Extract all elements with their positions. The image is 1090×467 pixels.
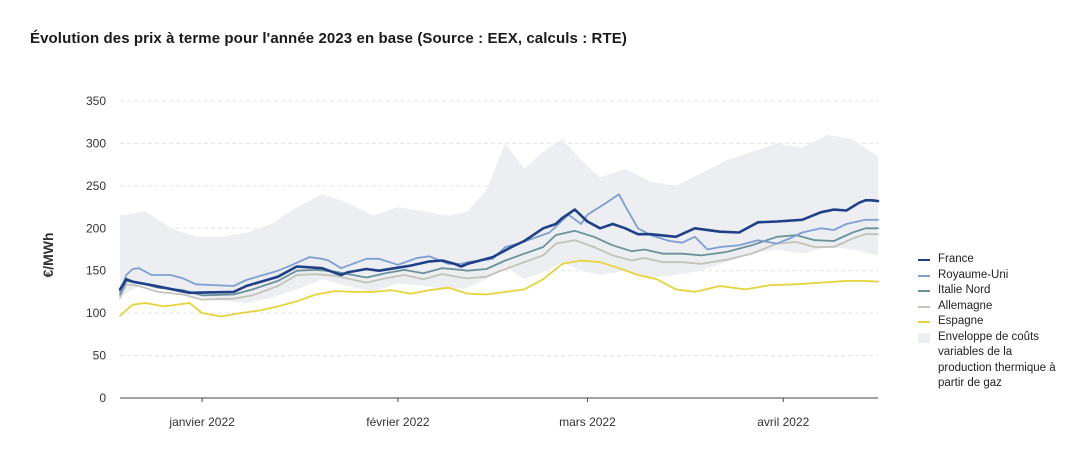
x-tick-label: janvier 2022	[168, 415, 235, 429]
legend-label: Allemagne	[938, 299, 993, 312]
legend-item-royaume-uni: Royaume-Uni	[918, 268, 1078, 284]
legend-swatch	[918, 274, 930, 277]
legend-label: Royaume-Uni	[938, 268, 1009, 281]
y-tick-label: 150	[86, 264, 106, 278]
y-tick-label: 0	[99, 391, 106, 405]
chart-title: Évolution des prix à terme pour l'année …	[30, 30, 627, 47]
series-line-italie-nord	[119, 227, 879, 297]
y-tick-label: 250	[86, 179, 106, 193]
legend-label: Espagne	[938, 315, 984, 327]
legend-item-espagne: Espagne	[918, 314, 1078, 330]
legend: France Royaume-Uni Italie Nord Allemagne…	[918, 252, 1078, 392]
y-axis-label: €/MWh	[40, 232, 56, 277]
y-tick-label: 200	[86, 221, 106, 235]
series-line-espagne	[119, 259, 879, 318]
legend-label: Italie Nord	[938, 284, 991, 296]
legend-item-italie-nord: Italie Nord	[918, 283, 1078, 299]
legend-label: Enveloppe de coûts variables de la produ…	[938, 330, 1056, 390]
x-tick-label: mars 2022	[559, 415, 616, 429]
legend-item-enveloppe: Enveloppe de coûts variables de la produ…	[918, 330, 1078, 392]
legend-item-allemagne: Allemagne	[918, 299, 1078, 315]
legend-swatch	[918, 259, 930, 261]
axis-layer: janvier 2022 février 2022 mars 2022 avril 2…	[120, 397, 878, 429]
legend-item-france: France	[918, 252, 1078, 268]
x-tick-label: février 2022	[366, 415, 430, 429]
y-tick-label: 350	[86, 94, 106, 108]
envelope-area	[120, 134, 878, 303]
y-tick-label: 100	[86, 306, 106, 320]
legend-swatch	[918, 305, 930, 308]
legend-swatch	[918, 332, 930, 343]
series-layer	[118, 193, 880, 318]
series-line-allemagne	[119, 233, 879, 301]
legend-swatch	[918, 321, 930, 323]
envelope-layer	[120, 134, 878, 303]
y-tick-label: 300	[86, 136, 106, 150]
x-tick-label: avril 2022	[757, 415, 809, 429]
legend-label: France	[938, 253, 974, 265]
y-tick-label: 50	[93, 349, 107, 363]
legend-swatch	[918, 290, 930, 292]
series-line-france	[118, 199, 880, 295]
